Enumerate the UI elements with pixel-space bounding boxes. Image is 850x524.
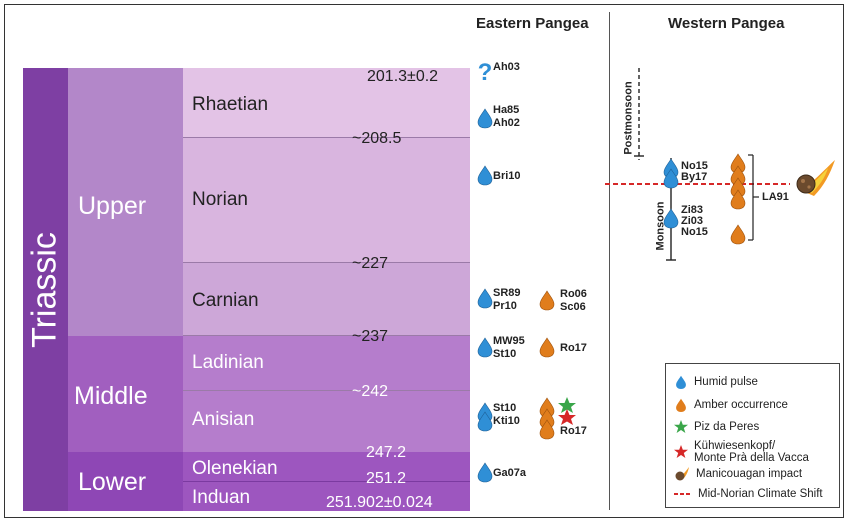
stage-induan bbox=[183, 482, 470, 511]
amber-icon bbox=[730, 224, 746, 245]
east-ro17-ladinian: Ro17 bbox=[560, 342, 587, 354]
postmonsoon-label: Postmonsoon bbox=[622, 81, 635, 155]
legend-piz: Piz da Peres bbox=[674, 419, 759, 435]
amber-icon bbox=[539, 337, 555, 358]
stage-rhaetian-label: Rhaetian bbox=[192, 94, 269, 115]
humid-pulse-icon bbox=[676, 375, 686, 389]
legend-shift: Mid-Norian Climate Shift bbox=[674, 488, 823, 500]
stage-olenekian bbox=[183, 452, 470, 482]
green-star-icon bbox=[674, 420, 688, 433]
stage-norian bbox=[183, 138, 470, 263]
dashed-line-icon bbox=[674, 493, 692, 495]
east-ha85: Ha85 bbox=[493, 104, 520, 116]
stage-induan-label: Induan bbox=[192, 487, 251, 508]
legend-kuh: Kühwiesenkopf/Monte Prà della Vacca bbox=[674, 440, 809, 464]
stage-anisian-label: Anisian bbox=[192, 409, 255, 430]
legend-humid-label: Humid pulse bbox=[694, 376, 758, 388]
age-201: 201.3±0.2 bbox=[367, 68, 439, 85]
stage-carnian bbox=[183, 263, 470, 336]
period-column bbox=[23, 68, 68, 511]
legend: Humid pulse Amber occurrence Piz da Pere… bbox=[665, 363, 840, 508]
legend-amber-label: Amber occurrence bbox=[694, 399, 788, 411]
east-kti10: Kti10 bbox=[493, 415, 520, 427]
east-ro17-anisian: Ro17 bbox=[560, 425, 587, 437]
west-no15: No15 bbox=[681, 160, 708, 172]
legend-kuh-label: Kühwiesenkopf/Monte Prà della Vacca bbox=[694, 440, 809, 464]
legend-amber: Amber occurrence bbox=[674, 397, 788, 413]
epoch-middle-label: Middle bbox=[74, 382, 148, 410]
humid-pulse-icon bbox=[477, 462, 493, 483]
west-no15b: No15 bbox=[681, 226, 708, 238]
humid-pulse-icon bbox=[477, 337, 493, 358]
humid-pulse-icon bbox=[477, 108, 493, 129]
epoch-middle bbox=[68, 336, 183, 452]
uncertain-icon: ? bbox=[478, 59, 493, 86]
manicouagan-impact-icon bbox=[675, 467, 689, 481]
red-star-icon bbox=[674, 445, 688, 458]
east-pr10: Pr10 bbox=[493, 300, 517, 312]
epoch-lower-label: Lower bbox=[78, 468, 147, 496]
stage-carnian-label: Carnian bbox=[192, 290, 259, 311]
legend-mani: Manicouagan impact bbox=[674, 466, 802, 482]
legend-mani-label: Manicouagan impact bbox=[696, 468, 803, 480]
west-by17: By17 bbox=[681, 171, 708, 183]
east-ga07a: Ga07a bbox=[493, 467, 527, 479]
stage-anisian bbox=[183, 391, 470, 452]
amber-icon bbox=[539, 290, 555, 311]
east-ro06: Ro06 bbox=[560, 288, 587, 300]
east-st10-anisian: St10 bbox=[493, 402, 517, 414]
age-227: ~227 bbox=[352, 255, 389, 272]
stage-rhaetian bbox=[183, 68, 470, 138]
east-mw95: MW95 bbox=[493, 335, 525, 347]
svg-text:?: ? bbox=[478, 59, 493, 86]
east-ah03: Ah03 bbox=[493, 61, 520, 73]
epoch-upper bbox=[68, 68, 183, 336]
age-251902: 251.902±0.024 bbox=[326, 494, 433, 511]
legend-shift-label: Mid-Norian Climate Shift bbox=[698, 488, 823, 500]
monsoon-label: Monsoon bbox=[654, 201, 667, 251]
manicouagan-impact-icon bbox=[796, 160, 835, 196]
epoch-upper-label: Upper bbox=[78, 192, 147, 220]
eastern-pangea-header: Eastern Pangea bbox=[476, 15, 589, 32]
western-pangea-header: Western Pangea bbox=[668, 15, 785, 32]
stage-olenekian-label: Olenekian bbox=[192, 458, 278, 479]
east-bri10: Bri10 bbox=[493, 170, 521, 182]
age-251: 251.2 bbox=[366, 470, 407, 487]
west-zi03: Zi03 bbox=[681, 215, 704, 227]
west-zi83: Zi83 bbox=[681, 204, 704, 216]
east-st10: St10 bbox=[493, 348, 517, 360]
figure-frame bbox=[4, 4, 844, 518]
age-237: ~237 bbox=[352, 328, 389, 345]
stage-ladinian bbox=[183, 336, 470, 391]
legend-humid: Humid pulse bbox=[674, 374, 758, 390]
legend-piz-label: Piz da Peres bbox=[694, 421, 760, 433]
east-ah02: Ah02 bbox=[493, 117, 520, 129]
region-divider bbox=[609, 12, 610, 510]
age-247: 247.2 bbox=[366, 444, 407, 461]
amber-icon bbox=[676, 398, 686, 412]
west-la91: LA91 bbox=[762, 191, 789, 203]
humid-pulse-icon bbox=[477, 165, 493, 186]
humid-pulse-icon bbox=[477, 288, 493, 309]
age-242: ~242 bbox=[352, 383, 389, 400]
epoch-lower bbox=[68, 452, 183, 511]
stage-norian-label: Norian bbox=[192, 189, 248, 210]
age-208: ~208.5 bbox=[352, 130, 402, 147]
stage-ladinian-label: Ladinian bbox=[192, 352, 264, 373]
east-sc06: Sc06 bbox=[560, 301, 586, 313]
green-star-icon bbox=[558, 397, 576, 413]
red-star-icon bbox=[558, 409, 576, 425]
east-sr89: SR89 bbox=[493, 287, 521, 299]
